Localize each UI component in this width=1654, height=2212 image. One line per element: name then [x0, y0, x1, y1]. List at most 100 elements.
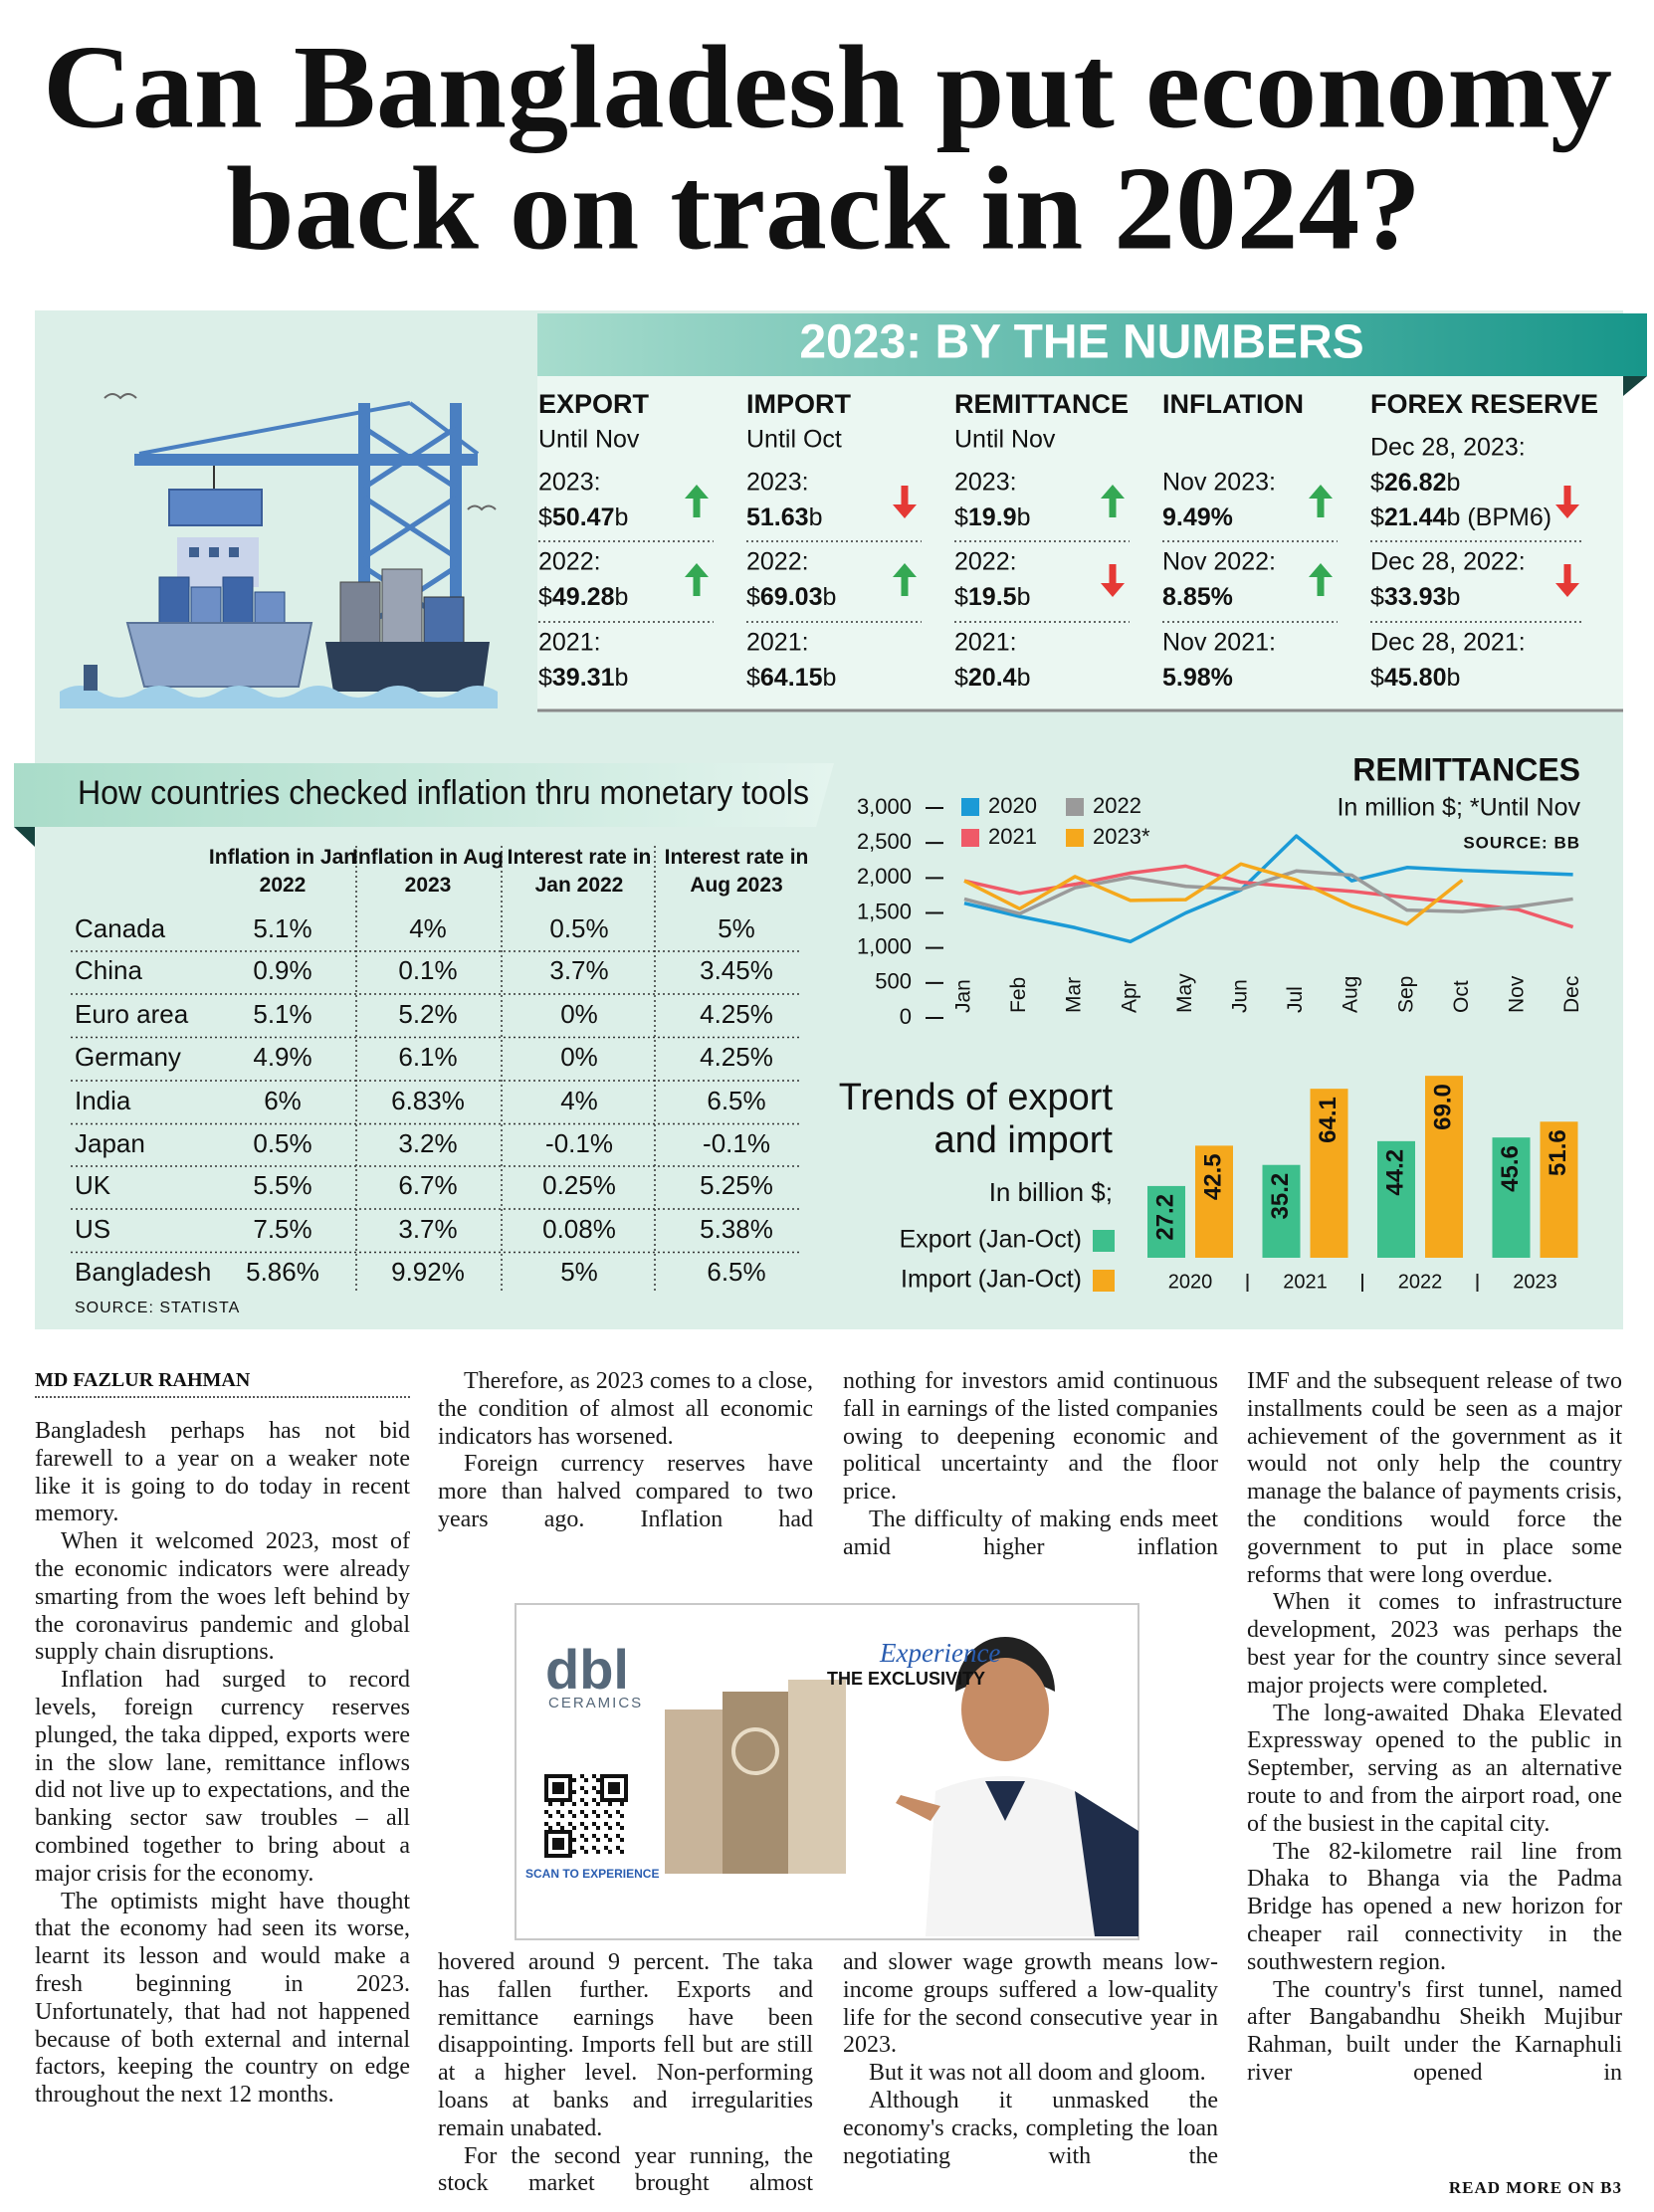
qr-module [568, 1822, 572, 1826]
article-column: Bangladesh perhaps has not bid farewell … [35, 1418, 410, 2192]
value-label: 64.1 [1315, 1097, 1342, 1143]
container [222, 576, 254, 626]
table-cell: 5.1% [253, 913, 311, 943]
legend-swatch [1066, 798, 1084, 816]
numbers-panel [537, 376, 1623, 710]
text-run: 33.93 [1384, 583, 1447, 611]
crane-stay [138, 401, 480, 456]
qr-module [560, 1814, 564, 1818]
text-run: $ [1370, 664, 1384, 692]
table-cell: 0% [560, 999, 598, 1029]
qr-module [624, 1790, 628, 1794]
headline: Can Bangladesh put economy [43, 21, 1612, 154]
qr-module [612, 1782, 616, 1786]
qr-module [592, 1846, 596, 1850]
text-run: 69.03 [760, 583, 823, 611]
legend-swatch [961, 829, 979, 847]
qr-module [564, 1798, 568, 1802]
qr-module [608, 1774, 612, 1778]
qr-module [596, 1838, 600, 1842]
trend-arrow [685, 485, 709, 517]
x-tick-label: 2023 [1513, 1271, 1557, 1293]
container [423, 596, 465, 645]
text-run: b [1017, 503, 1031, 531]
qr-module [568, 1834, 572, 1838]
text-run: b [614, 583, 628, 611]
tile [723, 1692, 788, 1874]
chart-title: Trends of export and import [838, 1077, 1113, 1161]
text-run: $ [954, 503, 968, 531]
qr-module [612, 1798, 616, 1802]
text-run: $ [746, 583, 760, 611]
legend-label: Export (Jan-Oct) [900, 1226, 1082, 1254]
table-cell: 6% [264, 1086, 302, 1115]
qr-module [568, 1838, 572, 1842]
row-header: Euro area [75, 999, 189, 1029]
qr-module [568, 1846, 572, 1850]
text-run: $ [1370, 469, 1384, 497]
value-label: 35.2 [1267, 1173, 1294, 1220]
chart-title: REMITTANCES [1352, 751, 1580, 787]
qr-module [568, 1774, 572, 1778]
paragraph: For the second year running, the stock m… [438, 2142, 813, 2197]
qr-module [592, 1834, 596, 1838]
text-run: 21.44 [1384, 503, 1447, 531]
qr-module [596, 1826, 600, 1830]
stat-label: 2023: [538, 469, 601, 497]
qr-module [564, 1774, 568, 1778]
table-cell: 5.1% [253, 999, 311, 1029]
container [158, 576, 190, 626]
text-run: 20.4 [968, 664, 1017, 692]
stat-value: $64.15b [746, 664, 836, 692]
qr-module [556, 1810, 560, 1814]
qr-module [552, 1790, 556, 1794]
bar [1147, 1185, 1185, 1258]
y-tick-label: 0 [900, 1004, 912, 1029]
qr-module [560, 1846, 564, 1850]
text-run: b [1446, 469, 1460, 497]
qr-module [560, 1790, 564, 1794]
qr-module [568, 1782, 572, 1786]
text-run: b (BPM6) [1446, 503, 1551, 531]
qr-module [568, 1850, 572, 1854]
stat-value: $21.44b (BPM6) [1370, 503, 1551, 531]
value-label: 45.6 [1497, 1145, 1524, 1192]
table-cell: -0.1% [703, 1128, 770, 1158]
qr-module [568, 1842, 572, 1846]
stat-value: $45.80b [1370, 664, 1460, 692]
legend-swatch [1093, 1270, 1115, 1292]
stat-label: Dec 28, 2022: [1370, 548, 1526, 576]
tile-pattern [731, 1727, 779, 1775]
qr-module [604, 1822, 608, 1826]
stat-label: 2021: [746, 629, 809, 657]
text-run: $ [954, 583, 968, 611]
qr-module [552, 1842, 556, 1846]
text-run: 5.98% [1162, 664, 1233, 692]
bar [1492, 1137, 1531, 1258]
qr-module [596, 1850, 600, 1854]
qr-module [612, 1774, 616, 1778]
qr-module [560, 1774, 564, 1778]
bar [1425, 1076, 1463, 1258]
tile [665, 1709, 723, 1874]
paragraph: nothing for investors amid continuous fa… [843, 1368, 1218, 1506]
stat-title: INFLATION [1162, 389, 1304, 419]
article-column: hovered around 9 percent. The taka has f… [438, 1949, 813, 2198]
stat-label: 2021: [538, 629, 601, 657]
qr-module [572, 1850, 576, 1854]
qr-module [560, 1802, 564, 1806]
qr-module [592, 1774, 596, 1778]
value-label: 44.2 [1381, 1149, 1408, 1196]
text-run: 45.80 [1384, 664, 1447, 692]
qr-module [596, 1778, 600, 1782]
qr-module [544, 1790, 548, 1794]
qr-code [544, 1774, 628, 1858]
ship-illustration [60, 393, 498, 708]
byline: MD FAZLUR RAHMAN [35, 1369, 410, 1398]
legend-swatch [1066, 829, 1084, 847]
qr-module [552, 1846, 556, 1850]
qr-module [568, 1786, 572, 1790]
hull [325, 642, 490, 692]
qr-module [580, 1774, 584, 1778]
